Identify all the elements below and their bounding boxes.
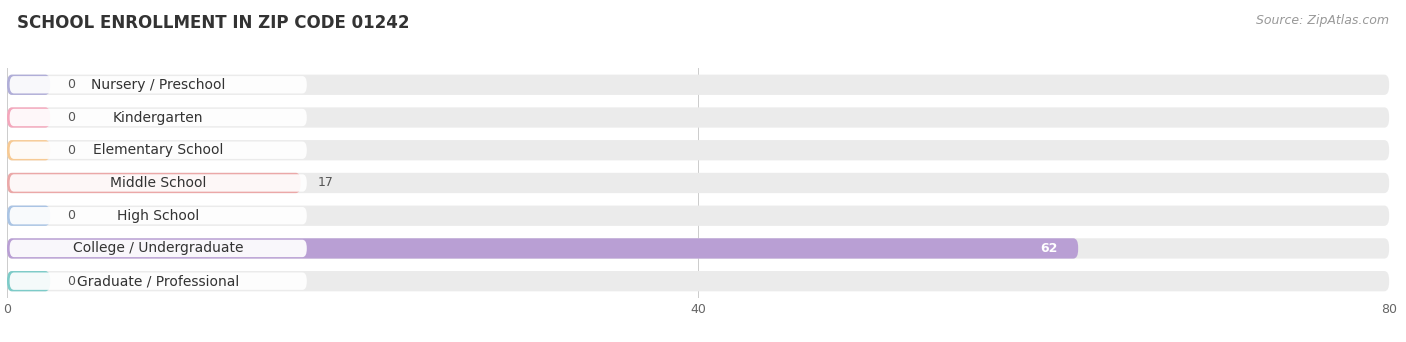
- FancyBboxPatch shape: [7, 206, 1389, 226]
- Text: Elementary School: Elementary School: [93, 143, 224, 157]
- Text: 62: 62: [1040, 242, 1057, 255]
- FancyBboxPatch shape: [10, 174, 307, 192]
- Text: Nursery / Preschool: Nursery / Preschool: [91, 78, 225, 92]
- Text: 17: 17: [318, 176, 333, 189]
- Text: Kindergarten: Kindergarten: [112, 110, 204, 124]
- FancyBboxPatch shape: [10, 142, 307, 159]
- FancyBboxPatch shape: [10, 240, 307, 257]
- Text: 0: 0: [67, 111, 76, 124]
- FancyBboxPatch shape: [7, 75, 51, 95]
- Text: 0: 0: [67, 275, 76, 288]
- Text: 0: 0: [67, 144, 76, 157]
- Text: Graduate / Professional: Graduate / Professional: [77, 274, 239, 288]
- FancyBboxPatch shape: [7, 173, 1389, 193]
- FancyBboxPatch shape: [10, 76, 307, 93]
- FancyBboxPatch shape: [7, 173, 301, 193]
- Text: 0: 0: [67, 209, 76, 222]
- FancyBboxPatch shape: [7, 271, 1389, 291]
- Text: 0: 0: [67, 78, 76, 91]
- FancyBboxPatch shape: [10, 109, 307, 126]
- Text: College / Undergraduate: College / Undergraduate: [73, 241, 243, 255]
- FancyBboxPatch shape: [7, 206, 51, 226]
- Text: Middle School: Middle School: [110, 176, 207, 190]
- Text: Source: ZipAtlas.com: Source: ZipAtlas.com: [1256, 14, 1389, 27]
- Text: SCHOOL ENROLLMENT IN ZIP CODE 01242: SCHOOL ENROLLMENT IN ZIP CODE 01242: [17, 14, 409, 32]
- FancyBboxPatch shape: [7, 107, 1389, 128]
- FancyBboxPatch shape: [7, 238, 1078, 259]
- FancyBboxPatch shape: [10, 273, 307, 290]
- FancyBboxPatch shape: [7, 238, 1389, 259]
- FancyBboxPatch shape: [7, 271, 51, 291]
- FancyBboxPatch shape: [7, 140, 51, 160]
- Text: High School: High School: [117, 209, 200, 223]
- FancyBboxPatch shape: [7, 75, 1389, 95]
- FancyBboxPatch shape: [7, 140, 1389, 160]
- FancyBboxPatch shape: [10, 207, 307, 224]
- FancyBboxPatch shape: [7, 107, 51, 128]
